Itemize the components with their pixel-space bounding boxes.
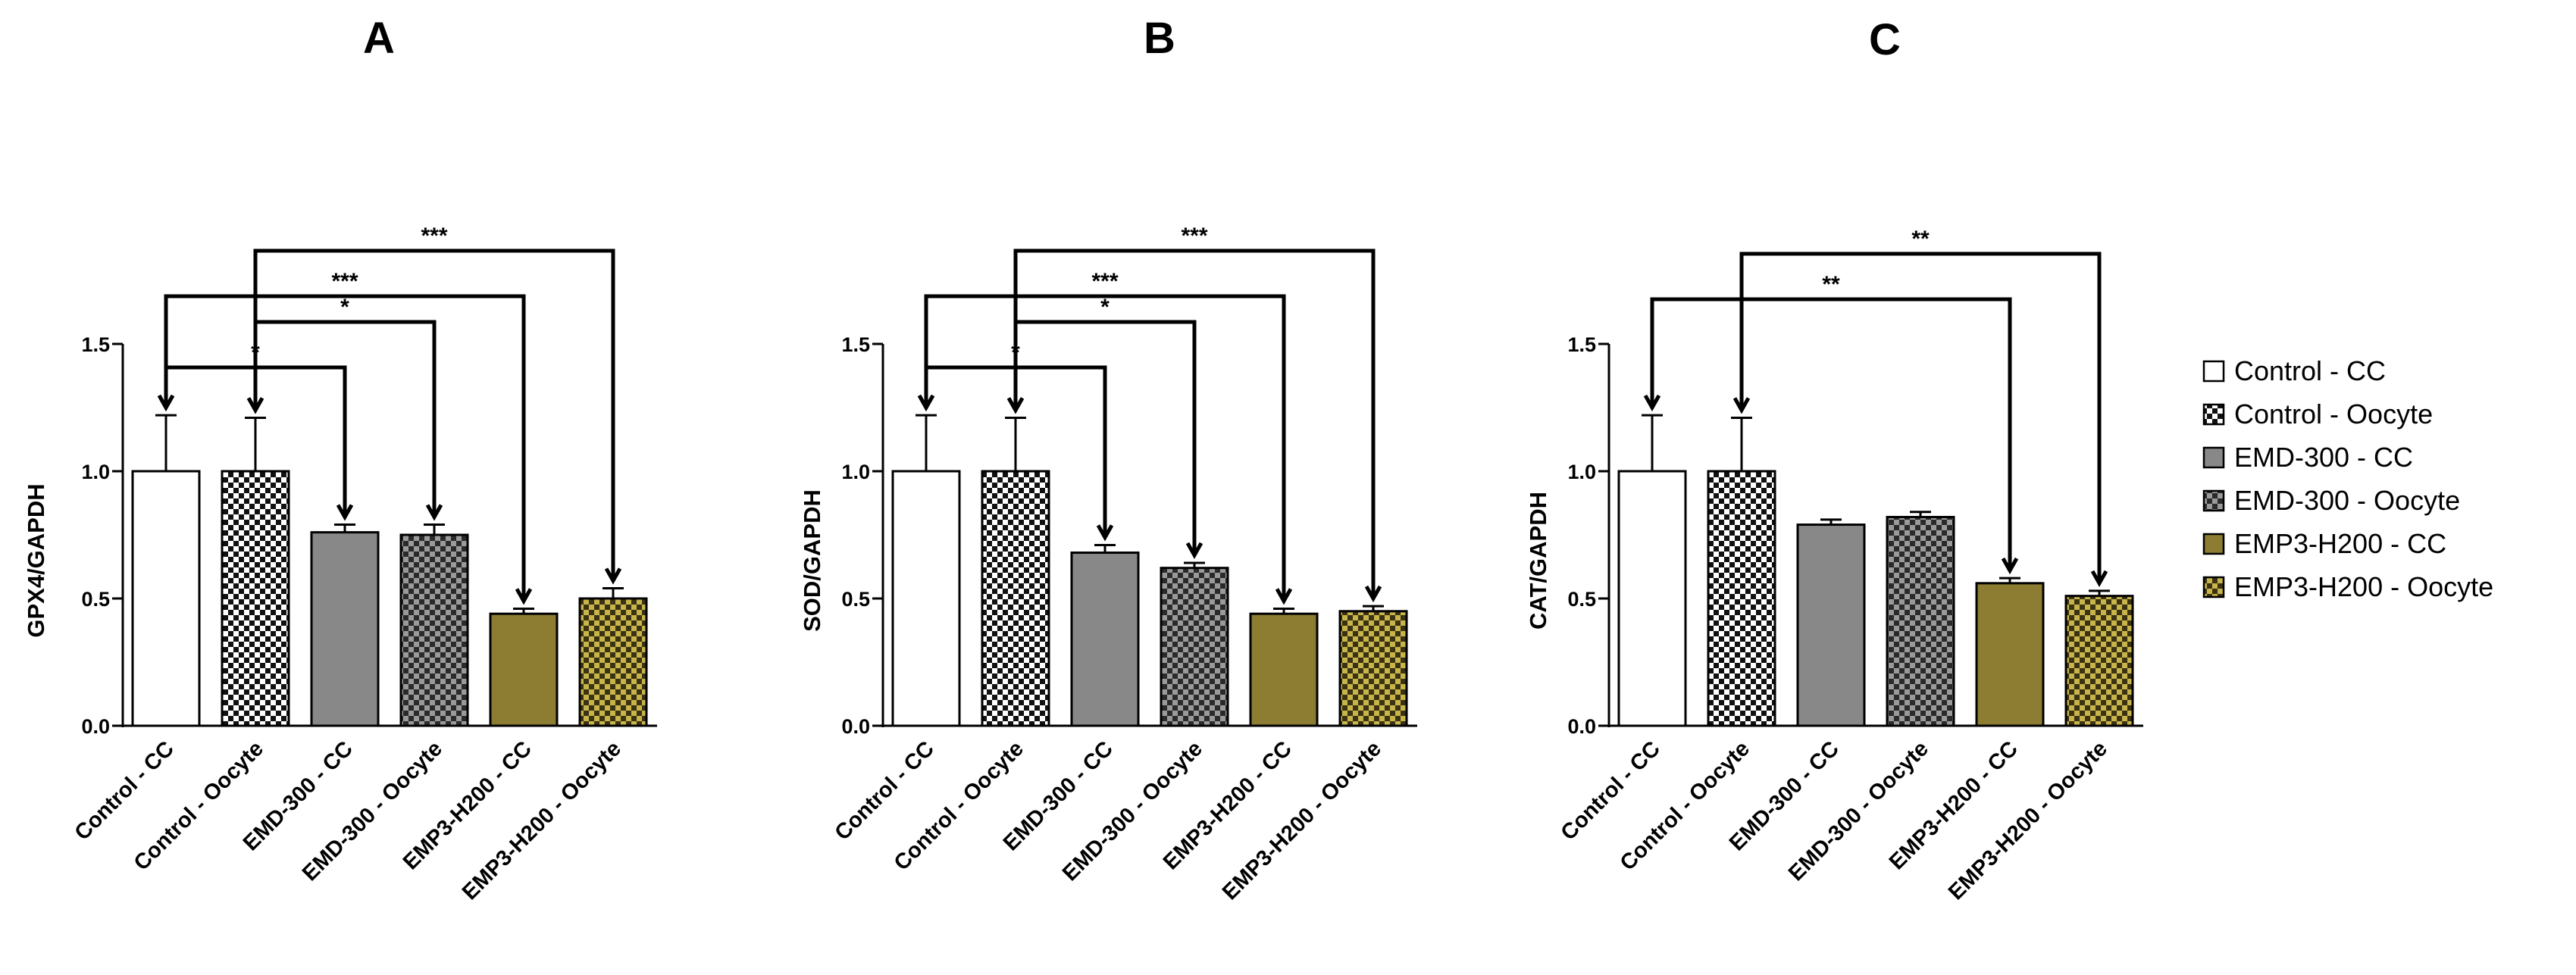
- y-axis-label: GPX4/GAPDH: [23, 483, 49, 637]
- y-tick-label: 1.0: [841, 461, 870, 483]
- y-tick-label: 0.5: [81, 588, 110, 611]
- bracket-arrow: [917, 394, 935, 412]
- significance-label: ***: [1181, 223, 1207, 248]
- significance-bracket: [1013, 248, 1376, 598]
- bar: [1707, 470, 1776, 727]
- legend-swatch: [2202, 533, 2225, 555]
- x-tick-labels: Control - CC Control - Oocyte EMD-300 - …: [70, 736, 626, 905]
- significance-label: *: [340, 295, 349, 320]
- bar: [1338, 610, 1408, 727]
- bar: [578, 597, 648, 727]
- legend-swatch: [2202, 489, 2225, 512]
- plot-area: ** **: [1598, 227, 2143, 727]
- bar: [1975, 582, 2045, 727]
- bar: [1249, 612, 1319, 727]
- legend-label: Control - Oocyte: [2234, 398, 2433, 430]
- bar: [399, 533, 469, 727]
- y-tick-label: 0.0: [81, 715, 110, 738]
- y-tick-label: 0.0: [841, 715, 870, 738]
- significance-bracket: [1650, 297, 2012, 570]
- panel-label: C: [1869, 15, 1901, 64]
- significance-label: **: [1822, 272, 1840, 297]
- significance-bracket: [924, 294, 1286, 600]
- bar: [489, 612, 559, 727]
- significance-bracket: [253, 248, 615, 580]
- y-tick-label: 1.5: [841, 333, 870, 356]
- bar: [1796, 523, 1866, 727]
- y-tick-label: 0.0: [1567, 715, 1596, 738]
- plot-area: ********: [872, 223, 1417, 727]
- bar: [1617, 470, 1687, 727]
- y-tick-label: 1.0: [1567, 461, 1596, 483]
- legend: Control - CC Control - Oocyte EMD-300 - …: [2202, 355, 2493, 602]
- panel-c: C CAT/GAPDH 0.0 0.5 1.0 1.5 Control - CC…: [1525, 15, 2143, 905]
- panel-label: B: [1144, 14, 1175, 63]
- x-tick-label: EMP3-H200 - Oocyte: [1218, 736, 1386, 905]
- significance-label: ***: [421, 223, 447, 248]
- y-tick-labels: 0.0 0.5 1.0 1.5: [1567, 333, 1596, 738]
- bar: [1070, 552, 1140, 727]
- legend-label: Control - CC: [2234, 355, 2386, 386]
- y-tick-label: 0.5: [1567, 588, 1596, 611]
- x-tick-labels: Control - CC Control - Oocyte EMD-300 - …: [831, 736, 1386, 905]
- bracket-arrow: [1364, 585, 1382, 603]
- legend-label: EMD-300 - CC: [2234, 442, 2413, 473]
- x-tick-label: EMP3-H200 - Oocyte: [1944, 736, 2112, 905]
- y-tick-label: 1.0: [81, 461, 110, 483]
- bracket-arrow: [425, 504, 443, 521]
- bar: [2064, 595, 2134, 727]
- bracket-arrow: [157, 394, 175, 412]
- bar: [131, 470, 201, 727]
- significance-bracket: [164, 294, 526, 600]
- bar: [981, 470, 1050, 727]
- legend-swatch: [2202, 360, 2225, 383]
- bracket-arrow: [515, 588, 533, 605]
- legend-swatch: [2202, 403, 2225, 426]
- legend-label: EMD-300 - Oocyte: [2234, 485, 2460, 516]
- bracket-arrow: [1096, 524, 1114, 542]
- significance-label: *: [1100, 295, 1110, 320]
- plot-area: ********: [112, 223, 657, 727]
- bar: [1886, 515, 1955, 727]
- bracket-arrow: [336, 504, 354, 521]
- significance-label: ***: [1091, 269, 1118, 294]
- significance-label: ***: [331, 269, 358, 294]
- bracket-arrow: [604, 567, 622, 585]
- x-tick-labels: Control - CC Control - Oocyte EMD-300 - …: [1557, 736, 2112, 905]
- legend-label: EMP3-H200 - Oocyte: [2234, 571, 2493, 602]
- significance-bracket: [1739, 252, 2102, 582]
- bracket-arrow: [1275, 588, 1293, 605]
- y-tick-label: 1.5: [1567, 333, 1596, 356]
- y-tick-label: 0.5: [841, 588, 870, 611]
- panel-label: A: [363, 14, 395, 63]
- bar: [310, 531, 380, 727]
- y-tick-labels: 0.0 0.5 1.0 1.5: [841, 333, 870, 738]
- bar: [891, 470, 961, 727]
- bracket-arrow: [1643, 394, 1661, 412]
- legend-swatch: [2202, 446, 2225, 469]
- significance-label: **: [1911, 227, 1930, 252]
- bar: [221, 470, 290, 727]
- y-tick-labels: 0.0 0.5 1.0 1.5: [81, 333, 110, 738]
- y-axis-label: CAT/GAPDH: [1525, 492, 1551, 630]
- bracket-arrow: [1732, 397, 1751, 414]
- x-tick-label: EMP3-H200 - Oocyte: [458, 736, 626, 905]
- bracket-arrow: [1185, 542, 1203, 560]
- bracket-arrow: [2001, 557, 2019, 575]
- bracket-arrow: [246, 397, 264, 414]
- bar: [1160, 567, 1229, 727]
- legend-label: EMP3-H200 - CC: [2234, 528, 2446, 559]
- y-axis-label: SOD/GAPDH: [799, 489, 825, 632]
- bracket-arrow: [2090, 570, 2108, 588]
- panel-a: A GPX4/GAPDH 0.0 0.5 1.0 1.5 Control - C…: [23, 14, 657, 905]
- panel-b: B SOD/GAPDH 0.0 0.5 1.0 1.5 Control - CC…: [799, 14, 1417, 905]
- bracket-arrow: [1006, 397, 1025, 414]
- y-tick-label: 1.5: [81, 333, 110, 356]
- legend-swatch: [2202, 576, 2225, 598]
